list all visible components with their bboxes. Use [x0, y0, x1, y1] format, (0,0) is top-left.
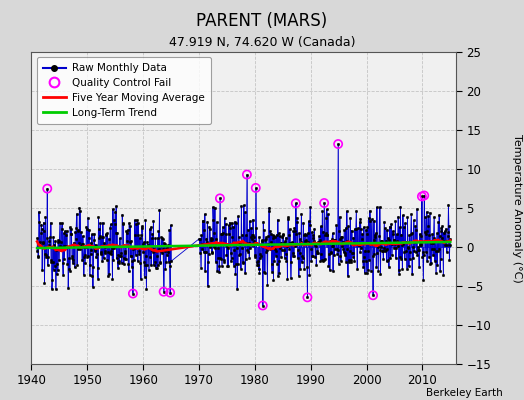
- Point: [334, 141, 342, 147]
- Point: [216, 195, 224, 202]
- Point: [369, 292, 377, 298]
- Point: [166, 290, 174, 296]
- Point: [252, 185, 260, 191]
- Point: [303, 294, 312, 300]
- Point: [418, 193, 426, 200]
- Point: [258, 302, 267, 309]
- Point: [243, 171, 251, 178]
- Legend: Raw Monthly Data, Quality Control Fail, Five Year Moving Average, Long-Term Tren: Raw Monthly Data, Quality Control Fail, …: [37, 57, 211, 124]
- Text: 47.919 N, 74.620 W (Canada): 47.919 N, 74.620 W (Canada): [169, 36, 355, 49]
- Point: [129, 290, 137, 297]
- Text: Berkeley Earth: Berkeley Earth: [427, 388, 503, 398]
- Point: [43, 186, 51, 192]
- Text: PARENT (MARS): PARENT (MARS): [196, 12, 328, 30]
- Point: [420, 192, 429, 199]
- Point: [159, 288, 168, 295]
- Point: [320, 200, 329, 206]
- Y-axis label: Temperature Anomaly (°C): Temperature Anomaly (°C): [512, 134, 522, 282]
- Point: [291, 200, 300, 206]
